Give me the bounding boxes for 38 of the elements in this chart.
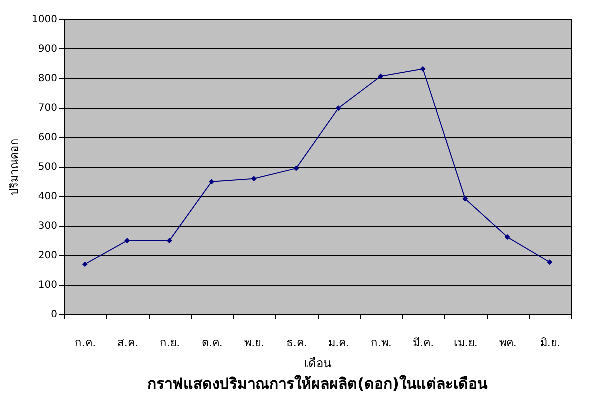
x-tick-label: มิ.ย. xyxy=(540,336,560,350)
point xyxy=(336,106,342,112)
x-tick-label: ต.ค. xyxy=(202,336,223,350)
point xyxy=(124,238,130,244)
x-tick-label: ก.พ. xyxy=(370,336,392,350)
point xyxy=(251,176,257,182)
point xyxy=(420,66,426,72)
x-tick-label: พค. xyxy=(499,336,517,350)
point xyxy=(547,260,553,266)
x-tick-label: มี.ค. xyxy=(413,336,434,350)
y-tick-label: 500 xyxy=(38,162,58,173)
y-tick-label: 0 xyxy=(51,310,58,320)
x-tick-label: ก.ย. xyxy=(160,336,180,350)
x-axis-title: เดือน xyxy=(304,356,332,370)
point xyxy=(378,74,384,80)
x-tick-label: ก.ค. xyxy=(75,336,96,350)
point xyxy=(504,234,510,240)
x-tick-label: พ.ย. xyxy=(244,336,265,350)
y-tick-label: 100 xyxy=(38,280,58,291)
y-tick-label: 400 xyxy=(38,192,58,202)
x-tick-label: ส.ค. xyxy=(117,336,138,350)
point xyxy=(294,166,300,172)
x-tick-label: เม.ย. xyxy=(454,336,478,350)
y-axis-title: ปริมาณดอก xyxy=(8,138,22,196)
y-tick-label: 600 xyxy=(38,132,58,144)
point xyxy=(462,196,468,202)
y-tick-label: 300 xyxy=(38,221,58,232)
x-tick-label: ม.ค. xyxy=(328,336,350,350)
y-tick-label: 200 xyxy=(38,250,58,262)
y-tick-label: 1000 xyxy=(32,14,58,26)
text: กราฟแสดงปริมาณการให้ผลผลิต(ดอก)ในแต่ละเดือน xyxy=(148,375,488,393)
x-tick-label: ธ.ค. xyxy=(286,336,308,350)
point xyxy=(166,238,172,244)
y-tick-label: 700 xyxy=(38,103,58,114)
y-tick-label: 900 xyxy=(38,44,58,55)
point xyxy=(209,179,215,185)
y-tick-label: 800 xyxy=(38,74,58,84)
point xyxy=(82,262,88,268)
